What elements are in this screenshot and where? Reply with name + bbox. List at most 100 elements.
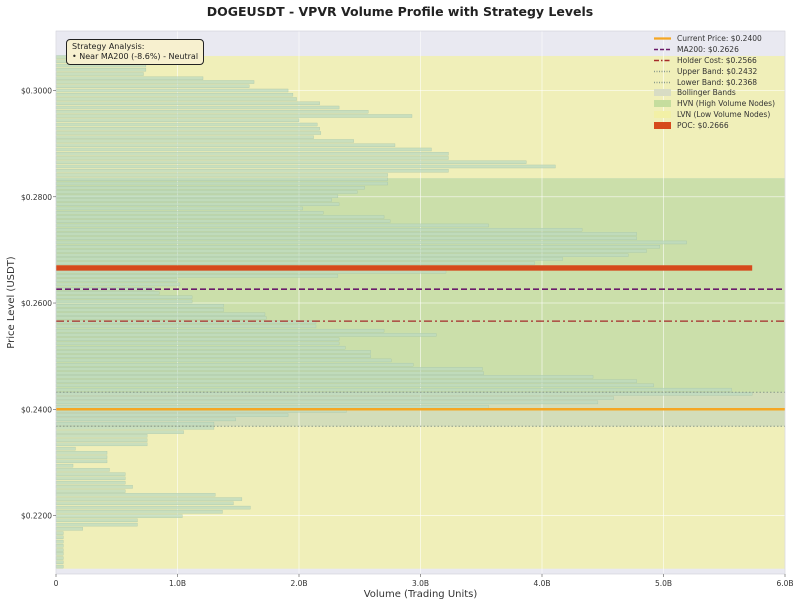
- volume-bar: [55, 245, 661, 249]
- volume-bar: [55, 358, 392, 363]
- volume-bar: [55, 181, 388, 186]
- y-tick-label: $0.2200: [21, 512, 52, 521]
- volume-bar: [55, 80, 255, 84]
- volume-bar: [55, 84, 250, 88]
- volume-bar: [55, 463, 74, 468]
- volume-bar: [55, 527, 83, 531]
- x-tick-label: 0: [54, 579, 59, 588]
- volume-bar: [55, 383, 654, 388]
- volume-bar: [55, 396, 614, 400]
- volume-bar: [55, 468, 110, 472]
- volume-bar: [55, 413, 289, 417]
- volume-bar: [55, 333, 437, 337]
- volume-bar: [55, 354, 371, 358]
- volume-bar: [55, 93, 294, 97]
- volume-bar: [55, 438, 148, 442]
- volume-bar: [55, 169, 449, 173]
- volume-bar: [55, 434, 148, 438]
- x-tick-label: 3.0B: [412, 579, 429, 588]
- volume-bar: [55, 278, 178, 282]
- legend-swatch-upper: [654, 68, 671, 75]
- volume-bar: [55, 345, 346, 350]
- volume-bar: [55, 198, 332, 202]
- volume-bar: [55, 421, 215, 426]
- legend-item-upper: Upper Band: $0.2432: [654, 66, 784, 77]
- strategy-analysis-box: Strategy Analysis: • Near MA200 (-8.6%) …: [66, 39, 205, 65]
- volume-bar: [55, 68, 147, 72]
- volume-bar: [55, 177, 388, 181]
- x-tick-label: 1.0B: [169, 579, 186, 588]
- y-tick-label: $0.3000: [21, 87, 52, 96]
- volume-bar: [55, 556, 64, 560]
- volume-bar: [55, 143, 396, 147]
- legend-label: Lower Band: $0.2368: [677, 77, 758, 87]
- volume-bar: [55, 531, 64, 535]
- analysis-text: • Near MA200 (-8.6%) - Neutral: [72, 52, 199, 61]
- volume-bar: [55, 324, 317, 329]
- volume-bar: [55, 147, 432, 152]
- x-axis-label: Volume (Trading Units): [364, 589, 478, 600]
- volume-bar: [55, 560, 64, 564]
- poc-bar: [56, 265, 753, 271]
- volume-bar: [55, 430, 184, 434]
- volume-bar: [55, 564, 64, 569]
- legend-label: LVN (Low Volume Nodes): [677, 110, 771, 120]
- volume-bar: [55, 240, 687, 245]
- volume-bar: [55, 404, 489, 409]
- volume-bar: [55, 548, 64, 552]
- legend-label: Current Price: $0.2400: [677, 33, 762, 43]
- volume-bar: [55, 232, 637, 236]
- volume-bar: [55, 539, 64, 544]
- chart-legend: Current Price: $0.2400 MA200: $0.2626 Hold…: [654, 33, 784, 131]
- x-tick-label: 4.0B: [533, 579, 550, 588]
- volume-bar: [55, 426, 215, 430]
- volume-bar: [55, 228, 583, 232]
- legend-item-bollinger: Bollinger Bands: [654, 87, 784, 98]
- volume-bar: [55, 173, 388, 177]
- volume-bar: [55, 282, 181, 287]
- volume-bar: [55, 219, 391, 223]
- volume-bar: [55, 194, 339, 198]
- volume-bar: [55, 316, 267, 320]
- volume-bar: [55, 202, 340, 206]
- volume-bar: [55, 472, 126, 476]
- volume-bar: [55, 476, 126, 481]
- y-tick-label: $0.2400: [21, 405, 52, 414]
- volume-bar: [55, 367, 483, 371]
- legend-item-ma200: MA200: $0.2626: [654, 44, 784, 55]
- volume-bar: [55, 392, 753, 396]
- legend-swatch-poc: [654, 122, 671, 130]
- volume-bar: [55, 362, 414, 367]
- volume-bar: [55, 122, 318, 127]
- volume-bar: [55, 76, 204, 80]
- legend-label: MA200: $0.2626: [677, 44, 739, 54]
- chart-title: DOGEUSDT - VPVR Volume Profile with Stra…: [206, 4, 594, 19]
- volume-bar: [55, 249, 647, 253]
- volume-bar: [55, 257, 563, 261]
- legend-item-poc: POC: $0.2666: [654, 120, 784, 131]
- volume-bar: [55, 127, 320, 131]
- volume-bar: [55, 164, 556, 169]
- volume-bar: [55, 135, 314, 139]
- legend-swatch-hvn: [654, 100, 671, 108]
- volume-bar: [55, 417, 236, 422]
- legend-swatch-lvn: [654, 111, 671, 119]
- legend-label: HVN (High Volume Nodes): [677, 99, 775, 109]
- legend-swatch-ma200: [654, 46, 671, 53]
- volume-bar: [55, 299, 193, 304]
- volume-bar: [55, 501, 234, 506]
- legend-swatch-holder: [654, 57, 671, 64]
- volume-bar: [55, 505, 251, 510]
- volume-bar: [55, 304, 224, 308]
- volume-bar: [55, 139, 354, 143]
- y-tick-label: $0.2600: [21, 299, 52, 308]
- legend-label: Upper Band: $0.2432: [677, 66, 758, 76]
- volume-bar: [55, 186, 365, 190]
- volume-bar: [55, 72, 144, 76]
- volume-bar: [55, 101, 320, 105]
- legend-item-current: Current Price: $0.2400: [654, 33, 784, 44]
- legend-label: POC: $0.2666: [677, 121, 729, 131]
- volume-bar: [55, 514, 183, 518]
- volume-bar: [55, 337, 340, 341]
- legend-item-hvn: HVN (High Volume Nodes): [654, 98, 784, 109]
